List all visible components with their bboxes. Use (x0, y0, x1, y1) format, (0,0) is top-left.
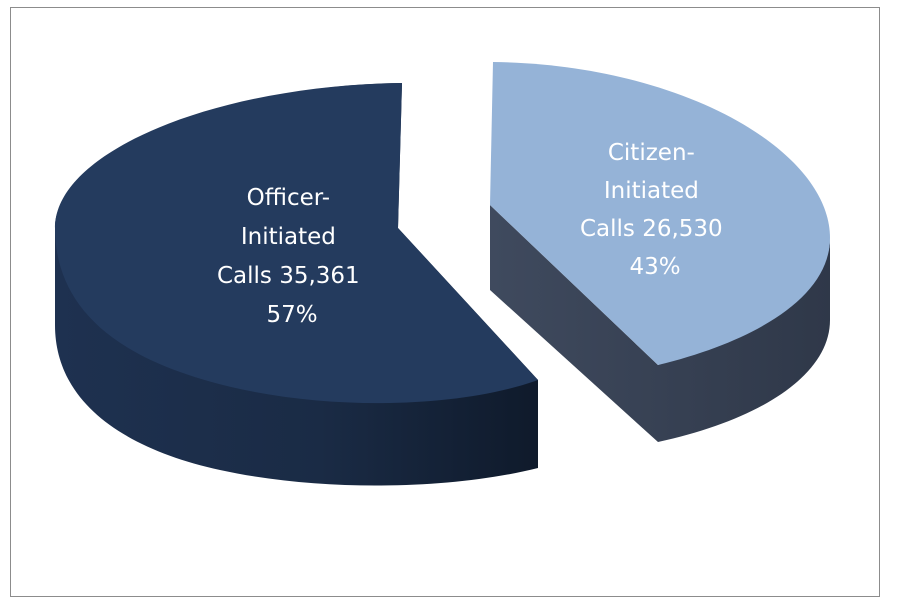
pie-slice-citizen: Citizen- Initiated Calls 26,530 43% (490, 62, 830, 442)
pie-label-officer-line-1: Officer- (247, 185, 330, 211)
pie-slice-officer-top (55, 83, 538, 404)
pie-label-citizen-line-4: 43% (629, 254, 680, 280)
pie-label-officer-line-3: Calls 35,361 (217, 263, 360, 289)
pie-label-citizen-line-2: Initiated (604, 178, 699, 204)
pie-label-officer-line-4: 57% (266, 302, 317, 328)
pie-label-officer-line-2: Initiated (241, 224, 336, 250)
pie-label-officer: Officer- Initiated Calls 35,361 57% (217, 185, 367, 328)
pie-label-citizen-line-3: Calls 26,530 (580, 216, 723, 242)
pie-chart: Officer- Initiated Calls 35,361 57% Citi… (55, 62, 830, 486)
pie-slice-citizen-top (490, 62, 830, 365)
pie-slice-citizen-side (490, 205, 830, 442)
pie-label-citizen: Citizen- Initiated Calls 26,530 43% (580, 140, 730, 280)
pie-slice-officer: Officer- Initiated Calls 35,361 57% (55, 83, 538, 486)
pie-label-citizen-line-1: Citizen- (608, 140, 695, 166)
